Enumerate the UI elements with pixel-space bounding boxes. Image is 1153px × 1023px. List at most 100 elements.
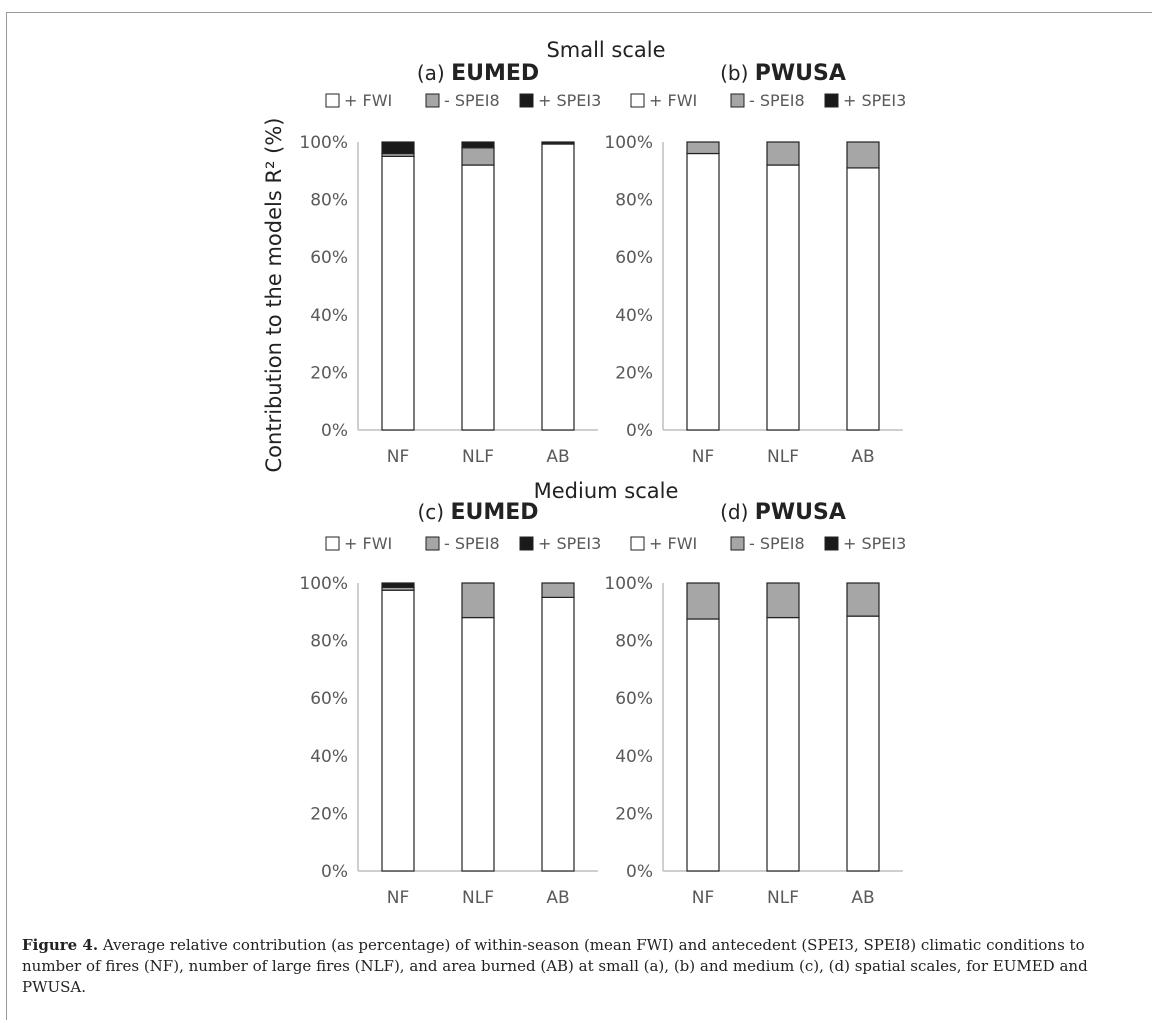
bar-nlf-fwi: [766, 164, 800, 431]
legend-swatch: [519, 536, 534, 551]
y-tick-label: 60%: [615, 689, 653, 709]
panel-region: PWUSA: [755, 500, 846, 525]
bar-ab-spei3: [541, 141, 575, 144]
legend: + FWI - SPEI8 + SPEI3: [630, 534, 906, 553]
x-tick-label: NLF: [767, 447, 799, 467]
y-tick-label: 100%: [604, 133, 653, 153]
bar-nlf-spei8: [766, 141, 800, 166]
y-tick-label: 40%: [615, 306, 653, 326]
y-tick-label: 80%: [615, 191, 653, 211]
y-tick-label: 60%: [615, 248, 653, 268]
bar-ab-fwi: [846, 615, 880, 872]
legend-label: - SPEI8: [749, 91, 805, 110]
legend-label: + SPEI3: [538, 534, 601, 553]
panel-letter: (a): [417, 61, 451, 85]
panel-letter: (b): [720, 61, 755, 85]
bar-nf-fwi: [381, 155, 415, 431]
y-tick-label: 60%: [310, 689, 348, 709]
panel-a: (a) EUMED + FWI - SPEI8 + SPEI3 0% 20% 40% 60% 8…: [299, 61, 601, 467]
x-tick-label: AB: [546, 888, 569, 908]
legend-swatch: [630, 93, 645, 108]
panel-title: (a) EUMED: [417, 61, 539, 86]
legend-swatch: [730, 536, 745, 551]
bar-nf-spei8: [686, 141, 720, 155]
y-tick-label: 0%: [321, 421, 348, 441]
caption-label: Figure 4.: [22, 936, 99, 954]
bar-ab-fwi: [541, 143, 575, 431]
bar-nf-spei8: [686, 582, 720, 620]
y-tick-label: 80%: [310, 191, 348, 211]
y-tick-label: 100%: [299, 574, 348, 594]
legend-label: + FWI: [344, 534, 392, 553]
bar-nf-fwi: [686, 618, 720, 872]
bar-nlf-spei8: [766, 582, 800, 619]
panel-region: EUMED: [450, 500, 538, 525]
legend-swatch: [824, 536, 839, 551]
panels: (a) EUMED + FWI - SPEI8 + SPEI3 0% 20% 40% 60% 8…: [299, 61, 906, 908]
legend-label: - SPEI8: [444, 534, 500, 553]
y-tick-label: 40%: [310, 306, 348, 326]
legend-swatch: [519, 93, 534, 108]
bar-nlf-spei8: [461, 582, 495, 619]
bar-nf-spei3: [381, 582, 415, 588]
legend-swatch: [425, 93, 440, 108]
legend-label: - SPEI8: [749, 534, 805, 553]
panel-title: (b) PWUSA: [720, 61, 846, 86]
panel-region: PWUSA: [755, 61, 846, 86]
legend-label: + FWI: [649, 534, 697, 553]
legend-label: + FWI: [649, 91, 697, 110]
y-tick-label: 100%: [604, 574, 653, 594]
scale-title-medium: Medium scale: [534, 479, 679, 503]
legend-swatch: [630, 536, 645, 551]
y-tick-label: 0%: [626, 421, 653, 441]
bar-ab-spei8: [846, 582, 880, 617]
panel-b: (b) PWUSA + FWI - SPEI8 + SPEI3 0% 20% 40% 60% 8…: [604, 61, 906, 467]
bar-ab-spei8: [846, 141, 880, 169]
y-tick-label: 0%: [321, 862, 348, 882]
legend: + FWI - SPEI8 + SPEI3: [325, 534, 601, 553]
legend-swatch: [824, 93, 839, 108]
bar-nlf-fwi: [766, 616, 800, 872]
bar-nf-spei3: [381, 141, 415, 155]
figure-caption: Figure 4. Average relative contribution …: [22, 935, 1132, 998]
panel-d: (d) PWUSA + FWI - SPEI8 + SPEI3 0% 20% 40% 60% 8…: [604, 500, 906, 908]
panel-region: EUMED: [451, 61, 539, 86]
x-tick-label: NF: [692, 447, 715, 467]
legend-label: + SPEI3: [843, 91, 906, 110]
y-axis-label-group: Contribution to the models R² (%): [262, 118, 286, 473]
panel-letter: (c): [417, 500, 450, 524]
y-tick-label: 80%: [615, 632, 653, 652]
x-tick-label: NF: [387, 888, 410, 908]
chart-figure: Small scale Medium scale Contribution to…: [262, 38, 906, 908]
y-tick-label: 100%: [299, 133, 348, 153]
legend: + FWI - SPEI8 + SPEI3: [325, 91, 601, 110]
x-tick-label: NF: [387, 447, 410, 467]
x-tick-label: NLF: [462, 888, 494, 908]
legend-swatch: [425, 536, 440, 551]
caption-text: Average relative contribution (as percen…: [22, 936, 1088, 996]
y-tick-label: 80%: [310, 632, 348, 652]
y-tick-label: 20%: [615, 804, 653, 824]
figure-frame: [6, 12, 1152, 1020]
y-tick-label: 20%: [615, 363, 653, 383]
legend-label: - SPEI8: [444, 91, 500, 110]
bar-nlf-spei3: [461, 141, 495, 149]
legend-label: + SPEI3: [843, 534, 906, 553]
bar-nlf-fwi: [461, 164, 495, 431]
panel-title: (d) PWUSA: [720, 500, 846, 525]
x-tick-label: AB: [851, 447, 874, 467]
x-tick-label: NLF: [767, 888, 799, 908]
bar-nf-fwi: [381, 589, 415, 872]
x-tick-label: AB: [546, 447, 569, 467]
panel-letter: (d): [720, 500, 755, 524]
bar-ab-fwi: [541, 596, 575, 872]
y-axis-label: Contribution to the models R² (%): [262, 118, 286, 473]
y-tick-label: 0%: [626, 862, 653, 882]
legend-swatch: [325, 536, 340, 551]
x-tick-label: NLF: [462, 447, 494, 467]
bar-ab-spei8: [541, 582, 575, 598]
scale-title-small: Small scale: [546, 38, 665, 62]
bar-nf-fwi: [686, 152, 720, 431]
x-tick-label: NF: [692, 888, 715, 908]
bar-nlf-fwi: [461, 616, 495, 872]
